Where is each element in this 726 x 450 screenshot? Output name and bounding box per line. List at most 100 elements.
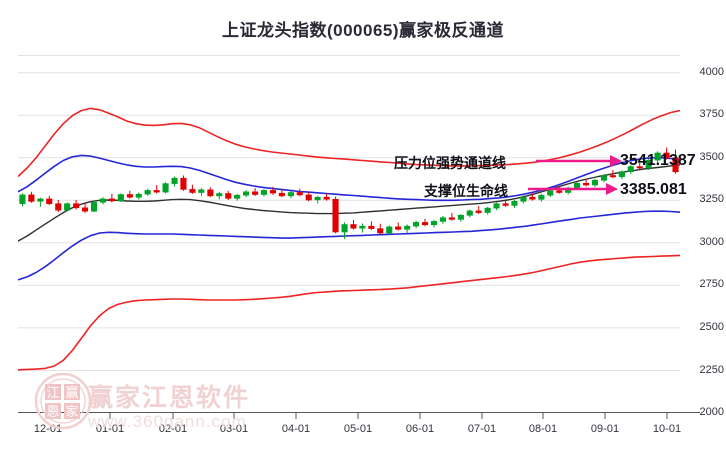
candle-body bbox=[484, 207, 491, 213]
candle-body bbox=[377, 228, 384, 234]
candle-body bbox=[153, 190, 160, 193]
x-axis-tick-label: 01-01 bbox=[95, 423, 125, 435]
candle-body bbox=[64, 203, 71, 211]
candle-body bbox=[466, 210, 473, 216]
x-axis-tick-label: 05-01 bbox=[343, 423, 373, 435]
candle-body bbox=[82, 207, 89, 212]
y-axis-tick-label: 2500 bbox=[699, 320, 724, 333]
chart-plot-area bbox=[18, 55, 680, 413]
candle-body bbox=[28, 194, 35, 202]
candle-body bbox=[618, 171, 625, 178]
band-line-4 bbox=[18, 254, 680, 371]
x-axis-tick-label: 06-01 bbox=[405, 423, 435, 435]
y-axis-tick-label: 3250 bbox=[699, 193, 724, 206]
page-title: 上证龙头指数(000065)赢家极反通道 bbox=[221, 21, 505, 40]
candle-body bbox=[412, 222, 420, 227]
candle-body bbox=[162, 183, 169, 193]
candle-body bbox=[269, 190, 276, 194]
candle-body bbox=[672, 157, 679, 173]
candle-body bbox=[582, 183, 590, 186]
candle-body bbox=[547, 190, 554, 196]
candle-body bbox=[538, 194, 545, 200]
candle-body bbox=[386, 226, 393, 234]
candle-body bbox=[654, 152, 661, 161]
candle-body bbox=[520, 196, 527, 202]
candle-body bbox=[144, 190, 151, 195]
candle-body bbox=[117, 194, 124, 202]
candle-body bbox=[341, 224, 348, 233]
x-axis-tick-label: 09-01 bbox=[590, 423, 620, 435]
x-axis-tick-label: 08-01 bbox=[528, 423, 558, 435]
candle-body bbox=[395, 226, 402, 230]
x-axis-tick-label: 07-01 bbox=[467, 423, 497, 435]
candle-body bbox=[493, 203, 500, 209]
x-axis-tick-label: 03-01 bbox=[219, 423, 249, 435]
candle-body bbox=[457, 215, 464, 220]
candle-body bbox=[108, 198, 115, 202]
y-axis-tick-label: 3500 bbox=[699, 150, 724, 163]
candle-body bbox=[55, 203, 62, 211]
band-line-1 bbox=[18, 154, 680, 202]
candle-body bbox=[216, 193, 223, 197]
x-axis-tick-label: 10-01 bbox=[652, 423, 682, 435]
candle-body bbox=[359, 225, 366, 229]
candle-body bbox=[645, 159, 652, 169]
candle-body bbox=[252, 191, 259, 195]
candle-body bbox=[600, 175, 608, 181]
candle-body bbox=[305, 194, 312, 201]
candle-body bbox=[314, 196, 321, 201]
y-axis-tick-label: 2000 bbox=[699, 406, 724, 418]
candle-body bbox=[46, 198, 53, 204]
y-axis-tick-label: 4000 bbox=[699, 65, 724, 78]
x-axis-tick-label: 04-01 bbox=[281, 423, 311, 435]
candle-body bbox=[180, 177, 187, 190]
annotation-value-support: 3385.081 bbox=[620, 181, 687, 198]
candle-body bbox=[511, 201, 518, 206]
candle-body bbox=[189, 189, 196, 193]
candle-body bbox=[502, 203, 509, 206]
candle-body bbox=[556, 190, 563, 193]
annotation-label-support: 支撑位生命线 bbox=[424, 183, 508, 199]
candle-body bbox=[37, 198, 44, 202]
x-axis-line bbox=[18, 412, 700, 419]
candle-body bbox=[627, 166, 634, 172]
y-axis-tick-label: 3750 bbox=[699, 108, 724, 121]
candle-body bbox=[243, 191, 250, 196]
candle-body bbox=[171, 177, 178, 184]
candle-body bbox=[404, 225, 411, 230]
band-line-0 bbox=[18, 107, 680, 178]
annotation-value-resistance: 3541.1387 bbox=[620, 152, 696, 169]
candle-body bbox=[475, 210, 482, 213]
candle-body bbox=[529, 196, 536, 200]
candle-body bbox=[126, 194, 133, 198]
candle-body bbox=[99, 198, 106, 203]
candle-body bbox=[368, 225, 375, 229]
x-axis-tick-label: 02-01 bbox=[158, 423, 188, 435]
candle-body bbox=[636, 166, 643, 169]
candle-body bbox=[135, 193, 142, 198]
candle-body bbox=[350, 224, 357, 229]
candle-body bbox=[421, 222, 429, 226]
candle-body bbox=[591, 179, 599, 186]
candle-body bbox=[260, 190, 267, 195]
candle-body bbox=[430, 221, 438, 226]
candle-body bbox=[19, 194, 26, 204]
y-axis-tick-label: 3000 bbox=[699, 235, 724, 248]
y-axis: 4000 3750 3500 3250 3000 2750 2500 2250 2000 bbox=[682, 55, 726, 417]
band-line-3 bbox=[18, 210, 680, 281]
candle-body bbox=[332, 199, 339, 233]
candle-body bbox=[663, 152, 670, 159]
candle-body bbox=[73, 203, 80, 209]
y-axis-tick-label: 2750 bbox=[699, 278, 724, 291]
candle-body bbox=[609, 175, 616, 178]
y-axis-tick-label: 2250 bbox=[699, 363, 724, 376]
band-line-2 bbox=[18, 164, 680, 242]
annotation-label-resistance: 压力位强势通道线 bbox=[394, 155, 506, 171]
candle-body bbox=[225, 193, 232, 199]
candle-body bbox=[234, 194, 241, 199]
